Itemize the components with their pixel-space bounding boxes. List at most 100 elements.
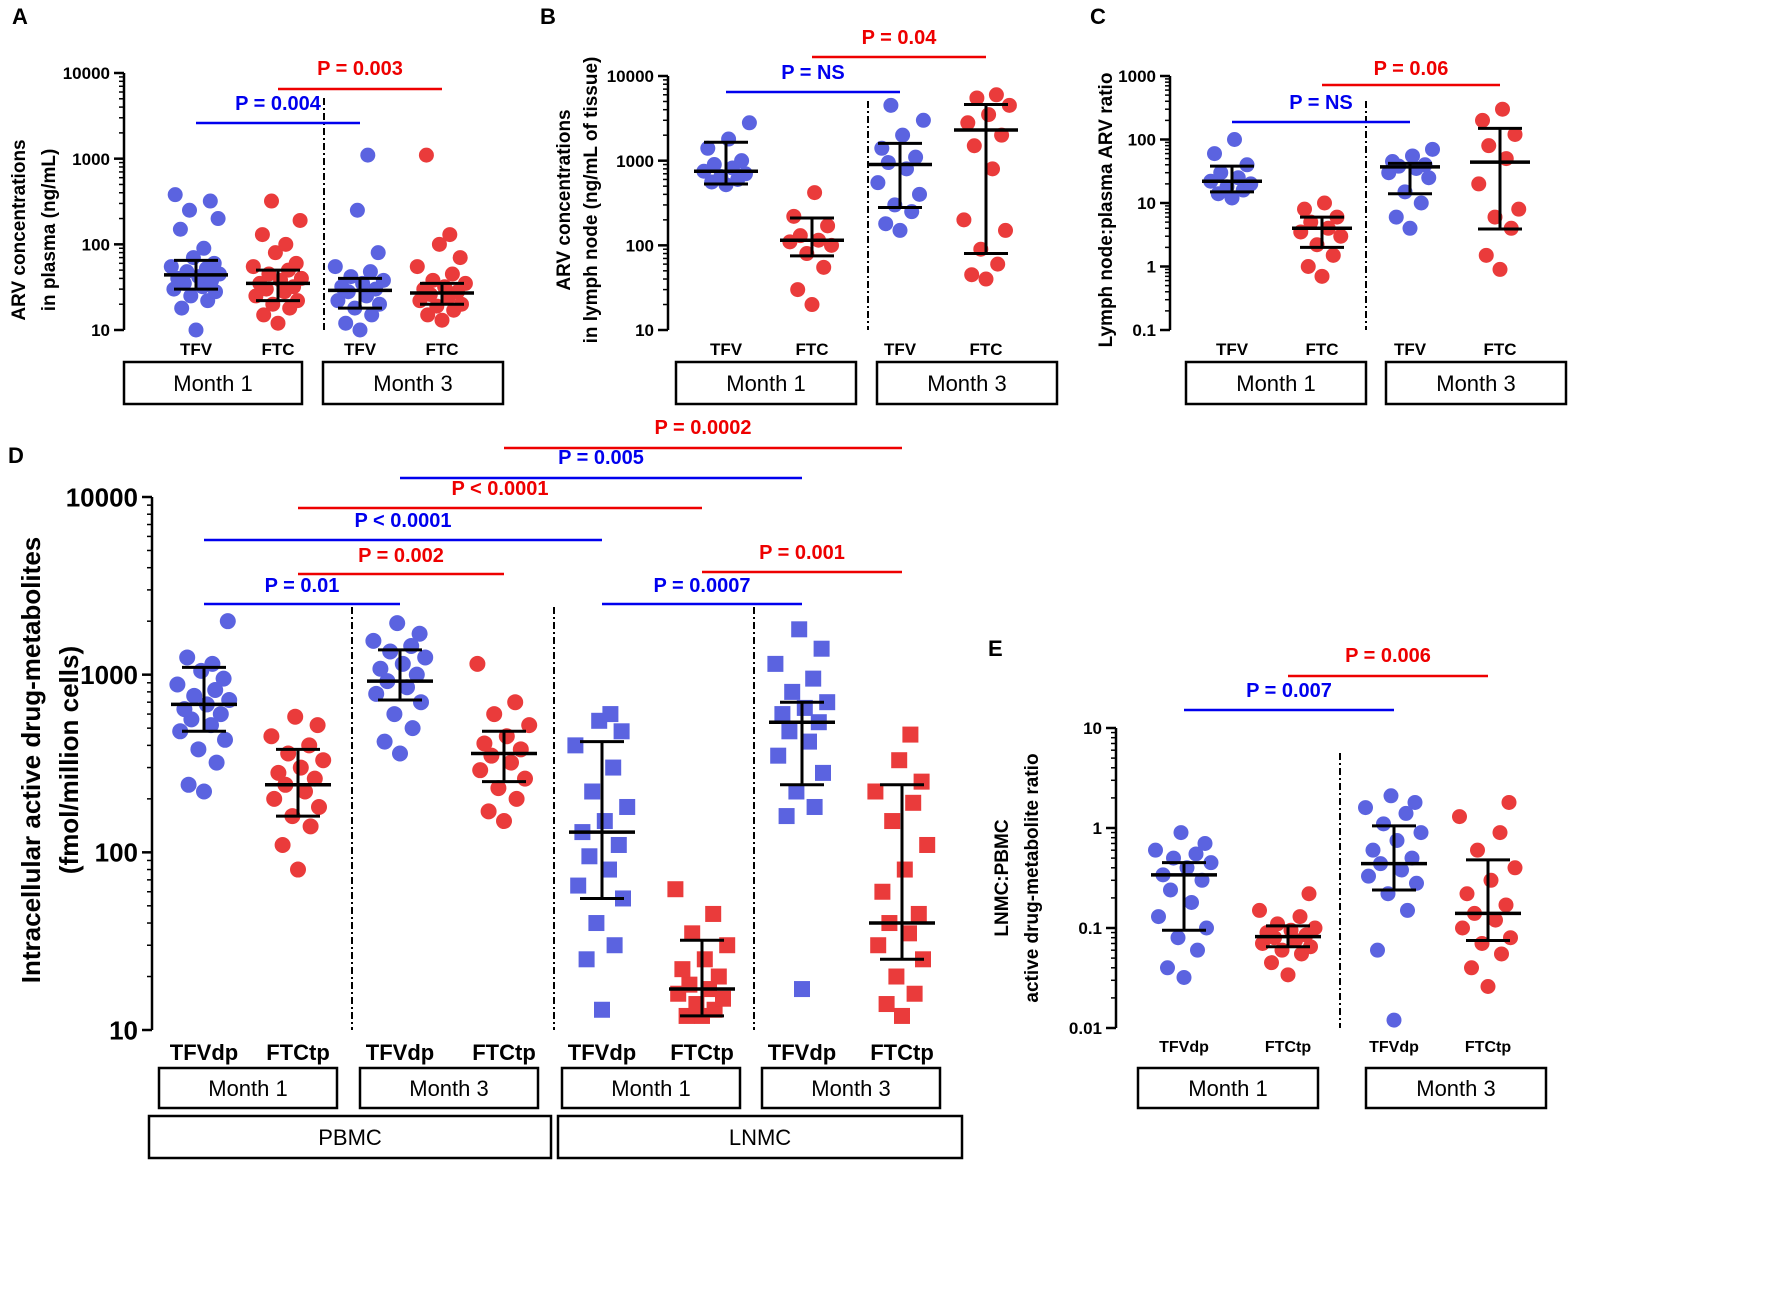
data-point (503, 754, 519, 771)
x-tick-label: TFVdp (1369, 1039, 1419, 1056)
data-point (806, 798, 823, 815)
series-3 (1380, 141, 1440, 236)
data-point (311, 798, 327, 815)
data-point (1388, 209, 1404, 225)
data-point (297, 783, 313, 800)
y-tick-label: 0.1 (1078, 919, 1102, 938)
data-point (267, 245, 283, 261)
data-point (1425, 141, 1440, 157)
data-point (908, 149, 924, 165)
x-tick-label: TFVdp (768, 1040, 836, 1065)
data-point (1475, 112, 1490, 128)
data-point (287, 708, 304, 725)
data-point (203, 717, 219, 734)
data-point (674, 961, 691, 978)
data-point (1452, 809, 1467, 825)
data-point (790, 282, 806, 298)
data-point (362, 264, 378, 280)
data-point (1270, 916, 1285, 932)
data-point (315, 752, 332, 769)
data-point (1495, 101, 1510, 117)
group-box (674, 360, 858, 406)
data-point (292, 212, 308, 228)
group-box (1364, 1066, 1548, 1110)
y-tick-label: 10 (1083, 719, 1102, 738)
series-2 (263, 708, 332, 878)
y-tick-label: 1000 (616, 152, 654, 171)
x-tick-label: FTCtp (472, 1040, 536, 1065)
panel-letter: A (12, 4, 28, 29)
data-point (966, 138, 982, 154)
data-point (784, 683, 801, 700)
y-tick-label: 10000 (66, 482, 138, 512)
data-point (1421, 170, 1437, 186)
data-point (182, 202, 197, 218)
data-point (1407, 794, 1423, 810)
data-point (1292, 909, 1308, 925)
data-point (434, 312, 450, 328)
data-point (1358, 800, 1373, 816)
data-point (734, 153, 750, 169)
series-1 (169, 613, 238, 800)
p-value-label: P = 0.002 (358, 545, 444, 567)
data-point (179, 264, 195, 280)
data-point (330, 293, 346, 309)
series-7 (767, 621, 836, 998)
data-point (781, 723, 798, 740)
series-2 (245, 193, 310, 331)
data-point (1478, 247, 1494, 263)
p-value-label: P < 0.0001 (452, 478, 549, 500)
data-point (1370, 942, 1385, 958)
group-label: Month 1 (1188, 1076, 1268, 1101)
data-point (288, 255, 304, 271)
data-point (878, 996, 895, 1013)
data-point (1400, 902, 1415, 918)
data-point (219, 613, 236, 630)
data-point (206, 255, 222, 271)
data-point (1184, 894, 1199, 910)
data-point (301, 737, 318, 754)
data-point (1376, 816, 1391, 832)
data-point (596, 813, 613, 830)
x-tick-label: TFV (1216, 340, 1249, 359)
y-tick-label: 100 (1128, 131, 1156, 150)
group-label: Month 1 (208, 1076, 288, 1101)
data-point (264, 193, 279, 209)
panel-letter: E (988, 636, 1003, 661)
data-point (906, 985, 923, 1002)
data-point (816, 259, 832, 275)
data-point (1471, 176, 1487, 192)
data-point (411, 625, 428, 642)
data-point (1207, 146, 1222, 162)
data-point (521, 717, 538, 734)
series-4 (469, 655, 538, 830)
data-point (212, 706, 229, 723)
cell-type-box (147, 1114, 553, 1160)
data-point (1480, 979, 1496, 995)
series-3 (1358, 788, 1429, 1028)
y-tick-label: 10000 (607, 67, 654, 86)
data-point (480, 803, 497, 820)
series-2 (1292, 195, 1352, 284)
data-point (1394, 862, 1409, 878)
data-point (896, 861, 913, 878)
data-point (721, 131, 737, 147)
data-point (870, 937, 887, 954)
data-point (1483, 872, 1499, 888)
data-point (888, 968, 905, 985)
y-tick-label: 0.01 (1069, 1019, 1102, 1038)
data-point (1409, 875, 1424, 891)
y-axis-label: in plasma (ng/mL) (39, 149, 60, 312)
data-point (270, 315, 286, 331)
group-label: Month 1 (173, 371, 253, 396)
data-point (867, 783, 884, 800)
data-point (801, 733, 817, 750)
data-point (985, 161, 1000, 177)
data-point (770, 747, 787, 764)
panel-D: D 10 100 1000 10000 Intracellular active drug… (8, 417, 964, 1160)
data-point (584, 783, 601, 800)
data-point (1507, 126, 1523, 142)
data-point (217, 731, 233, 748)
data-point (978, 271, 994, 287)
y-axis-label: Intracellular active drug-metabolites (16, 537, 46, 983)
